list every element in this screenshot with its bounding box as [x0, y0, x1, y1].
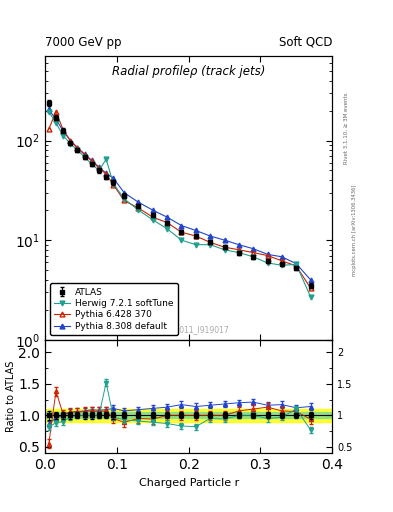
Text: Radial profileρ (track jets): Radial profileρ (track jets) [112, 65, 265, 78]
Text: 7000 GeV pp: 7000 GeV pp [45, 36, 122, 49]
Text: Rivet 3.1.10, ≥ 3M events: Rivet 3.1.10, ≥ 3M events [344, 92, 349, 164]
Text: mcplots.cern.ch [arXiv:1306.3436]: mcplots.cern.ch [arXiv:1306.3436] [352, 185, 357, 276]
Y-axis label: Ratio to ATLAS: Ratio to ATLAS [6, 361, 16, 432]
Text: ATLAS_2011_I919017: ATLAS_2011_I919017 [148, 325, 230, 334]
X-axis label: Charged Particle r: Charged Particle r [138, 478, 239, 487]
Legend: ATLAS, Herwig 7.2.1 softTune, Pythia 6.428 370, Pythia 8.308 default: ATLAS, Herwig 7.2.1 softTune, Pythia 6.4… [50, 284, 178, 335]
Text: Soft QCD: Soft QCD [279, 36, 332, 49]
